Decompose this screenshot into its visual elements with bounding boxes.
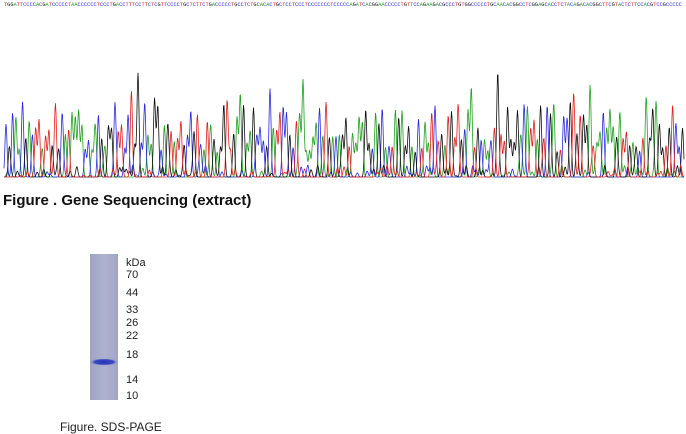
marker-label: 70	[126, 269, 138, 281]
marker-label: 18	[126, 349, 138, 361]
unit-label: kDa	[126, 257, 146, 269]
marker-label: 22	[126, 330, 138, 342]
trace	[3, 88, 684, 178]
figure-caption: Figure . Gene Sequencing (extract)	[3, 192, 251, 209]
sequence-text: TGGATTCCCCACGATCCCCCTAACCCCCCTCCCTGACCTT…	[4, 2, 682, 8]
marker-label: 33	[126, 304, 138, 316]
marker-label: 44	[126, 287, 138, 299]
chromatogram	[3, 72, 685, 178]
figure-caption: Figure. SDS-PAGE	[60, 420, 162, 434]
marker-label: 26	[126, 317, 138, 329]
trace	[4, 91, 685, 178]
protein-band	[90, 358, 118, 366]
marker-label: 14	[126, 374, 138, 386]
marker-label: 10	[126, 390, 138, 402]
gel-lane	[90, 254, 118, 400]
trace	[4, 72, 685, 178]
